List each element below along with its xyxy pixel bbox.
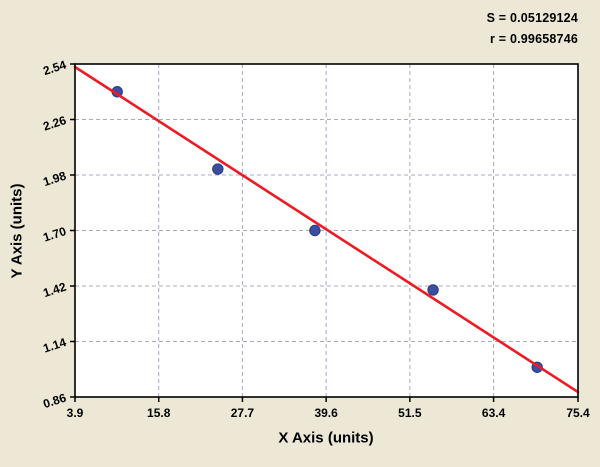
x-tick-label: 3.9 bbox=[67, 406, 84, 420]
x-tick-label: 15.8 bbox=[147, 406, 171, 420]
y-tick-label: 2.54 bbox=[41, 57, 68, 78]
x-axis-label: X Axis (units) bbox=[278, 429, 374, 447]
x-tick-label: 27.7 bbox=[231, 406, 255, 420]
y-tick-label: 1.70 bbox=[41, 224, 68, 245]
data-point bbox=[212, 163, 224, 175]
y-tick-label: 0.86 bbox=[41, 390, 68, 411]
data-point bbox=[427, 284, 439, 296]
y-tick-label: 2.26 bbox=[41, 113, 68, 134]
y-tick-label: 1.98 bbox=[41, 168, 68, 189]
y-tick-label: 1.42 bbox=[41, 279, 68, 300]
y-tick-label: 1.14 bbox=[41, 335, 68, 356]
x-tick-label: 51.5 bbox=[398, 406, 422, 420]
data-point bbox=[309, 224, 321, 237]
x-tick-label: 75.4 bbox=[566, 406, 590, 420]
stat-r-value: r = 0.99658746 bbox=[490, 32, 578, 46]
x-tick-label: 63.4 bbox=[482, 406, 506, 420]
x-tick-label: 39.6 bbox=[314, 406, 338, 420]
stat-s-value: S = 0.05129124 bbox=[486, 11, 578, 25]
regression-line bbox=[73, 65, 580, 394]
y-axis-label: Y Axis (units) bbox=[8, 183, 26, 279]
plot-frame bbox=[74, 63, 579, 398]
fit-statistics: S = 0.05129124 r = 0.99658746 bbox=[487, 8, 578, 50]
